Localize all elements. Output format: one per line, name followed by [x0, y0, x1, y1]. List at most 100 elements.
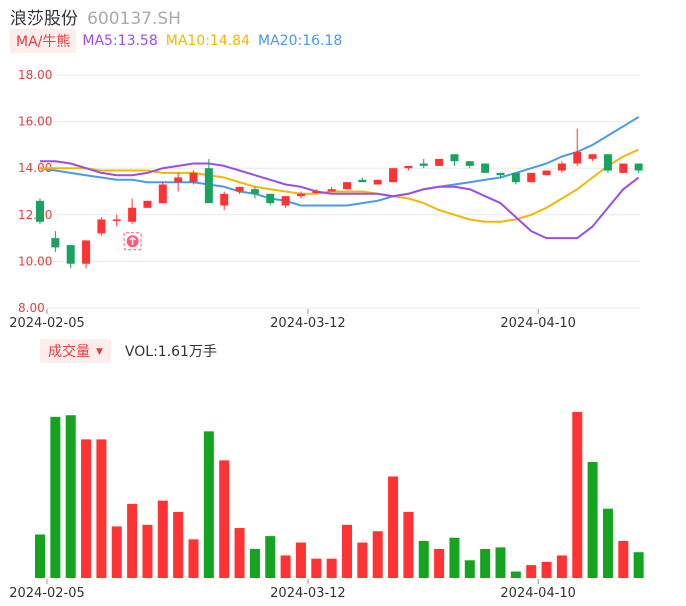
volume-bar	[541, 561, 552, 578]
volume-bar	[618, 540, 629, 578]
candle	[481, 163, 490, 173]
price-date-axis: 2024-02-05 2024-03-12 2024-04-10	[9, 309, 576, 331]
volume-bar	[234, 528, 245, 578]
candle-body	[435, 158, 444, 166]
candle-body	[634, 163, 643, 171]
candle-body	[250, 189, 259, 194]
candle	[36, 198, 44, 225]
candle-body	[573, 151, 582, 164]
candle	[66, 245, 75, 269]
candle	[557, 161, 566, 173]
stock-name: 浪莎股份	[10, 9, 78, 29]
volume-bar	[96, 439, 107, 578]
candle	[603, 154, 612, 173]
volume-bar	[464, 560, 475, 578]
candle-body	[557, 163, 566, 171]
volume-bar	[418, 540, 429, 578]
ma20-series	[39, 116, 640, 207]
y-tick-label: 10.00	[18, 254, 52, 268]
ma10-series	[40, 148, 640, 223]
candle-body	[465, 161, 474, 166]
volume-bar	[495, 547, 506, 578]
volume-bar	[50, 416, 61, 578]
candle-body	[404, 165, 413, 169]
candle-body	[97, 219, 106, 234]
y-tick-label: 8.00	[18, 301, 45, 315]
candle-body	[143, 200, 152, 208]
volume-bar	[81, 439, 92, 578]
volume-bar	[510, 571, 521, 578]
candle	[542, 170, 551, 176]
candle	[358, 177, 367, 183]
volume-bar	[173, 511, 184, 578]
candle	[373, 179, 382, 185]
candle-body	[281, 196, 290, 206]
volume-bar	[449, 537, 460, 578]
ma5-series	[40, 160, 640, 240]
stock-header: 浪莎股份 600137.SH	[10, 4, 181, 29]
volume-bar	[188, 539, 199, 578]
volume-bar	[65, 415, 76, 578]
candle	[51, 231, 60, 253]
candle	[204, 158, 213, 204]
candle	[343, 182, 351, 190]
y-tick-label: 16.00	[18, 115, 52, 129]
volume-bar	[157, 500, 168, 578]
volume-bar	[602, 508, 613, 578]
candle	[619, 163, 628, 173]
x-tick-label: 2024-03-12	[270, 316, 346, 331]
caret-down-icon: ▼	[96, 347, 103, 357]
candle-body	[266, 193, 275, 204]
volume-bar	[311, 558, 322, 578]
ma5-label: MA5:13.58	[82, 33, 158, 49]
price-axis-ticks: 18.00 16.00 14.00 12.00 10.00 8.00	[18, 68, 52, 315]
volume-bar	[35, 534, 45, 578]
candle-body	[419, 163, 428, 166]
candle	[312, 189, 321, 194]
volume-bar	[280, 555, 291, 578]
volume-bar	[572, 412, 583, 578]
volume-bar	[633, 552, 644, 578]
candle-body	[36, 200, 44, 222]
volume-bar	[480, 548, 491, 578]
volume-indicator-dropdown[interactable]: 成交量 ▼	[40, 339, 111, 363]
candle	[158, 182, 167, 204]
candle-body	[312, 191, 321, 193]
volume-bar	[372, 531, 383, 578]
volume-bar	[556, 555, 567, 578]
candle	[389, 168, 398, 183]
candle-body	[496, 172, 505, 176]
volume-bar	[295, 542, 306, 578]
ma10-label: MA10:14.84	[165, 33, 251, 49]
candle	[404, 165, 413, 171]
candle-body	[619, 163, 628, 173]
volume-bar	[265, 536, 276, 578]
candle-body	[542, 170, 551, 176]
x-tick-label: 2024-04-10	[500, 586, 576, 601]
candle-body	[450, 154, 459, 162]
volume-bar	[434, 548, 445, 578]
ma-toggle-button[interactable]: MA/牛熊	[10, 29, 77, 53]
volume-indicator-label: 成交量	[48, 344, 90, 360]
volume-bar	[127, 503, 138, 578]
candle	[419, 158, 428, 169]
volume-bar	[219, 460, 230, 578]
stock-code: 600137.SH	[87, 9, 181, 29]
candle	[327, 186, 336, 192]
candle	[143, 200, 152, 208]
volume-value-label: VOL:1.61万手	[124, 344, 217, 360]
candle-body	[82, 240, 91, 264]
candle-body	[220, 193, 229, 206]
candle-body	[343, 182, 351, 190]
candle-body	[189, 172, 198, 183]
volume-bar	[587, 461, 598, 578]
ma5-line	[40, 160, 640, 240]
bull-bear-marker-icon[interactable]	[123, 232, 142, 251]
ma20-label: MA20:16.18	[258, 33, 343, 49]
candle-body	[296, 193, 305, 197]
marker-glyph	[129, 236, 136, 245]
candle	[235, 186, 244, 194]
candle	[527, 172, 536, 183]
candle	[496, 172, 505, 178]
